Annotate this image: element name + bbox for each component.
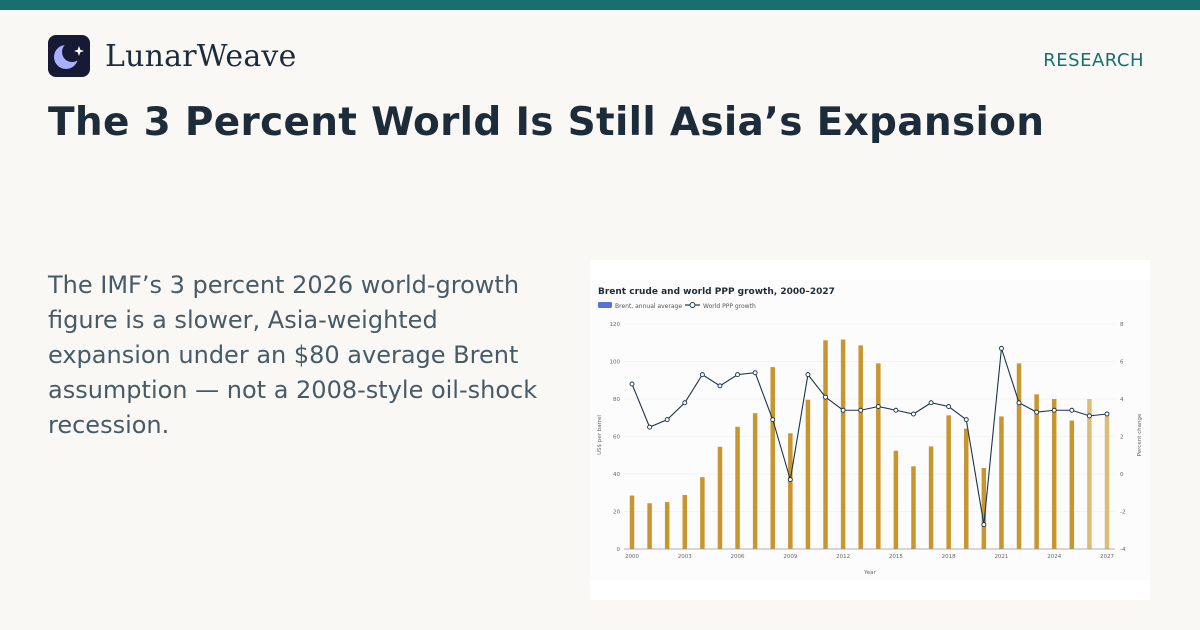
y2-tick-label: 8 [1120, 322, 1124, 328]
bar-brent [1051, 399, 1057, 549]
y2-axis-label: Percent change [1137, 413, 1143, 456]
bar-brent [840, 339, 846, 549]
bar-brent [805, 399, 811, 549]
point-world-ppp [629, 381, 635, 387]
x-tick-label: 2015 [889, 554, 903, 560]
line-world-ppp [631, 348, 1108, 525]
y-tick-label: 120 [610, 322, 621, 328]
point-world-ppp [717, 383, 723, 389]
point-world-ppp [682, 400, 688, 406]
x-tick-label: 2012 [836, 554, 850, 560]
x-tick-label: 2000 [625, 554, 639, 560]
bar-brent [1016, 363, 1022, 549]
point-world-ppp [770, 417, 776, 423]
bar-brent [788, 433, 793, 549]
point-world-ppp [805, 372, 811, 378]
page-title: The 3 Percent World Is Still Asia’s Expa… [48, 100, 1045, 145]
point-world-ppp [981, 522, 987, 528]
point-world-ppp [893, 407, 899, 413]
brand-name: LunarWeave [105, 38, 297, 74]
bar-brent [964, 428, 969, 549]
x-tick-label: 2018 [942, 554, 956, 560]
bar-brent [1069, 420, 1075, 549]
y-tick-label: 60 [613, 435, 620, 441]
x-tick-label: 2009 [783, 554, 797, 560]
point-world-ppp [875, 404, 881, 409]
point-world-ppp [911, 411, 916, 417]
chart-card: Brent crude and world PPP growth, 2000–2… [590, 260, 1150, 600]
y-tick-label: 80 [613, 397, 620, 403]
bar-brent [928, 446, 934, 549]
y-tick-label: 100 [610, 360, 621, 366]
bar-brent [700, 477, 705, 549]
bar-brent [647, 503, 652, 549]
y-tick-label: 0 [617, 547, 621, 553]
point-world-ppp [823, 394, 828, 400]
x-tick-label: 2021 [994, 554, 1008, 560]
section-label[interactable]: RESEARCH [1043, 50, 1144, 71]
bar-brent [770, 367, 775, 549]
x-tick-label: 2027 [1100, 554, 1114, 560]
bar-brent [1087, 399, 1092, 549]
point-world-ppp [1034, 409, 1040, 415]
point-world-ppp [1051, 407, 1057, 413]
bar-brent [858, 345, 863, 549]
bar-brent [717, 446, 723, 549]
bar-brent [752, 413, 758, 549]
bar-brent [1104, 414, 1110, 549]
bar-brent [911, 466, 916, 549]
bar-brent [629, 495, 635, 549]
point-world-ppp [735, 372, 741, 378]
chart: Brent crude and world PPP growth, 2000–2… [590, 280, 1150, 580]
y2-tick-label: 0 [1120, 472, 1124, 478]
x-tick-label: 2003 [678, 554, 692, 560]
x-axis-label: Year [863, 570, 876, 576]
point-world-ppp [998, 345, 1004, 351]
bar-brent [876, 363, 881, 549]
x-tick-label: 2006 [731, 554, 745, 560]
point-world-ppp [1016, 400, 1022, 406]
y2-tick-label: -4 [1120, 547, 1126, 553]
y-tick-label: 20 [613, 510, 620, 516]
point-world-ppp [928, 400, 934, 406]
y-axis-label: US$ per barrel [597, 415, 603, 455]
point-world-ppp [946, 404, 952, 409]
point-world-ppp [664, 417, 670, 423]
chart-title: Brent crude and world PPP growth, 2000–2… [598, 287, 835, 297]
chart-panel [590, 280, 1150, 580]
legend-label-ppp: World PPP growth [703, 303, 756, 310]
bar-brent [823, 340, 828, 549]
y-tick-label: 40 [613, 472, 620, 478]
top-accent-bar [0, 0, 1200, 10]
point-world-ppp [840, 407, 846, 413]
brand[interactable]: LunarWeave [48, 35, 297, 77]
point-world-ppp [752, 370, 758, 376]
point-world-ppp [858, 407, 864, 413]
bar-brent [981, 468, 987, 549]
bar-brent [735, 426, 740, 549]
legend-label-brent: Brent, annual average [615, 303, 682, 310]
point-world-ppp [699, 372, 705, 378]
bar-brent [946, 415, 951, 549]
point-world-ppp [647, 424, 653, 430]
article-summary: The IMF’s 3 percent 2026 world-growth fi… [48, 271, 538, 439]
bar-brent [1034, 394, 1039, 549]
legend-swatch-brent [598, 302, 612, 308]
bar-brent [682, 495, 688, 549]
legend-swatch-ppp-marker [689, 302, 696, 308]
bar-brent [999, 416, 1004, 549]
point-world-ppp [1086, 413, 1092, 419]
bar-brent [893, 450, 899, 549]
point-world-ppp [787, 477, 793, 483]
bar-brent [664, 502, 670, 549]
y2-tick-label: 2 [1120, 435, 1124, 441]
point-world-ppp [1069, 407, 1075, 413]
point-world-ppp [1104, 411, 1110, 417]
point-world-ppp [963, 417, 969, 423]
y2-tick-label: -2 [1120, 510, 1125, 516]
y2-tick-label: 4 [1120, 397, 1124, 403]
y2-tick-label: 6 [1120, 360, 1124, 366]
crescent-moon-star-icon [48, 35, 90, 77]
x-tick-label: 2024 [1047, 554, 1061, 560]
